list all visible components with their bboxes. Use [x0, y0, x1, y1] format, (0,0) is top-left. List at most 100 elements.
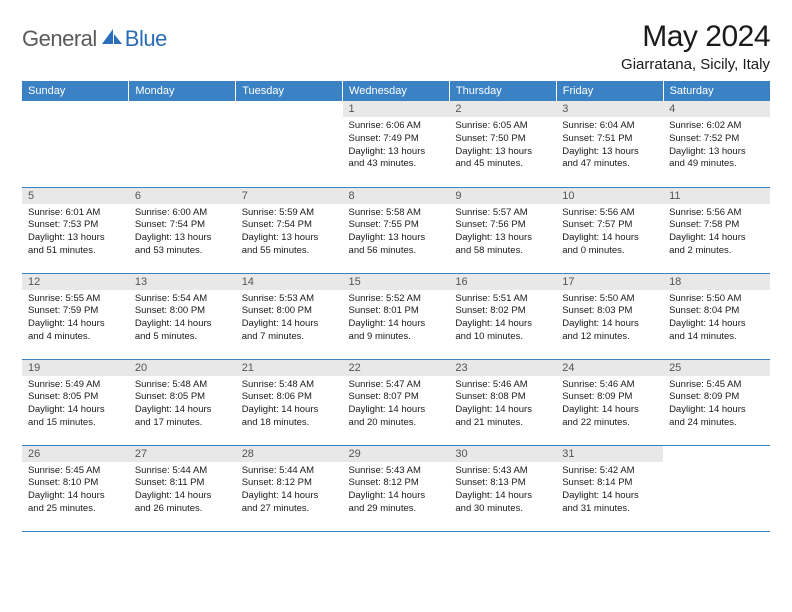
day-data: Sunrise: 5:56 AMSunset: 7:58 PMDaylight:… — [663, 204, 770, 262]
calendar-cell: 31Sunrise: 5:42 AMSunset: 8:14 PMDayligh… — [556, 445, 663, 531]
calendar-cell: 25Sunrise: 5:45 AMSunset: 8:09 PMDayligh… — [663, 359, 770, 445]
day-number: 30 — [449, 446, 556, 462]
day-number: 16 — [449, 274, 556, 290]
calendar-row: 26Sunrise: 5:45 AMSunset: 8:10 PMDayligh… — [22, 445, 770, 531]
day-data: Sunrise: 5:47 AMSunset: 8:07 PMDaylight:… — [343, 376, 450, 434]
weekday-header: Saturday — [663, 81, 770, 101]
calendar-cell: . — [663, 445, 770, 531]
day-data: Sunrise: 5:59 AMSunset: 7:54 PMDaylight:… — [236, 204, 343, 262]
weekday-header: Tuesday — [236, 81, 343, 101]
day-data: Sunrise: 5:45 AMSunset: 8:09 PMDaylight:… — [663, 376, 770, 434]
day-data: Sunrise: 5:46 AMSunset: 8:08 PMDaylight:… — [449, 376, 556, 434]
day-number: 1 — [343, 101, 450, 117]
calendar-cell: 7Sunrise: 5:59 AMSunset: 7:54 PMDaylight… — [236, 187, 343, 273]
calendar-cell: 8Sunrise: 5:58 AMSunset: 7:55 PMDaylight… — [343, 187, 450, 273]
day-number: 17 — [556, 274, 663, 290]
day-data: Sunrise: 5:55 AMSunset: 7:59 PMDaylight:… — [22, 290, 129, 348]
calendar-cell: 24Sunrise: 5:46 AMSunset: 8:09 PMDayligh… — [556, 359, 663, 445]
calendar-cell: 9Sunrise: 5:57 AMSunset: 7:56 PMDaylight… — [449, 187, 556, 273]
calendar-cell: 27Sunrise: 5:44 AMSunset: 8:11 PMDayligh… — [129, 445, 236, 531]
weekday-header: Sunday — [22, 81, 129, 101]
day-data: Sunrise: 5:58 AMSunset: 7:55 PMDaylight:… — [343, 204, 450, 262]
day-number: 10 — [556, 188, 663, 204]
weekday-header: Thursday — [449, 81, 556, 101]
logo-text-blue: Blue — [125, 26, 167, 52]
day-number: 31 — [556, 446, 663, 462]
day-data: Sunrise: 6:04 AMSunset: 7:51 PMDaylight:… — [556, 117, 663, 175]
day-number: 11 — [663, 188, 770, 204]
day-data: Sunrise: 5:50 AMSunset: 8:04 PMDaylight:… — [663, 290, 770, 348]
calendar-cell: 2Sunrise: 6:05 AMSunset: 7:50 PMDaylight… — [449, 101, 556, 187]
day-data: Sunrise: 6:01 AMSunset: 7:53 PMDaylight:… — [22, 204, 129, 262]
sail-icon — [101, 28, 123, 51]
calendar-page: General Blue May 2024 Giarratana, Sicily… — [0, 0, 792, 552]
logo: General Blue — [22, 26, 167, 52]
calendar-cell: 23Sunrise: 5:46 AMSunset: 8:08 PMDayligh… — [449, 359, 556, 445]
calendar-cell: 28Sunrise: 5:44 AMSunset: 8:12 PMDayligh… — [236, 445, 343, 531]
calendar-cell: 11Sunrise: 5:56 AMSunset: 7:58 PMDayligh… — [663, 187, 770, 273]
weekday-header-row: Sunday Monday Tuesday Wednesday Thursday… — [22, 81, 770, 101]
calendar-cell: 29Sunrise: 5:43 AMSunset: 8:12 PMDayligh… — [343, 445, 450, 531]
day-data: Sunrise: 6:02 AMSunset: 7:52 PMDaylight:… — [663, 117, 770, 175]
calendar-row: 5Sunrise: 6:01 AMSunset: 7:53 PMDaylight… — [22, 187, 770, 273]
day-number: 18 — [663, 274, 770, 290]
calendar-cell: 30Sunrise: 5:43 AMSunset: 8:13 PMDayligh… — [449, 445, 556, 531]
calendar-cell: 26Sunrise: 5:45 AMSunset: 8:10 PMDayligh… — [22, 445, 129, 531]
calendar-row: ...1Sunrise: 6:06 AMSunset: 7:49 PMDayli… — [22, 101, 770, 187]
day-data: Sunrise: 5:44 AMSunset: 8:12 PMDaylight:… — [236, 462, 343, 520]
day-number: 23 — [449, 360, 556, 376]
day-data: Sunrise: 6:05 AMSunset: 7:50 PMDaylight:… — [449, 117, 556, 175]
calendar-cell: 5Sunrise: 6:01 AMSunset: 7:53 PMDaylight… — [22, 187, 129, 273]
day-number: 6 — [129, 188, 236, 204]
day-number: 28 — [236, 446, 343, 462]
logo-text-general: General — [22, 26, 97, 52]
day-data: Sunrise: 6:00 AMSunset: 7:54 PMDaylight:… — [129, 204, 236, 262]
title-block: May 2024 Giarratana, Sicily, Italy — [621, 20, 770, 73]
calendar-cell: 10Sunrise: 5:56 AMSunset: 7:57 PMDayligh… — [556, 187, 663, 273]
calendar-cell: 20Sunrise: 5:48 AMSunset: 8:05 PMDayligh… — [129, 359, 236, 445]
calendar-cell: . — [236, 101, 343, 187]
day-number: 26 — [22, 446, 129, 462]
day-data: Sunrise: 5:49 AMSunset: 8:05 PMDaylight:… — [22, 376, 129, 434]
calendar-cell: 15Sunrise: 5:52 AMSunset: 8:01 PMDayligh… — [343, 273, 450, 359]
day-data: Sunrise: 6:06 AMSunset: 7:49 PMDaylight:… — [343, 117, 450, 175]
day-data: Sunrise: 5:48 AMSunset: 8:05 PMDaylight:… — [129, 376, 236, 434]
calendar-row: 19Sunrise: 5:49 AMSunset: 8:05 PMDayligh… — [22, 359, 770, 445]
day-data: Sunrise: 5:44 AMSunset: 8:11 PMDaylight:… — [129, 462, 236, 520]
calendar-cell: 22Sunrise: 5:47 AMSunset: 8:07 PMDayligh… — [343, 359, 450, 445]
calendar-cell: 12Sunrise: 5:55 AMSunset: 7:59 PMDayligh… — [22, 273, 129, 359]
calendar-cell: . — [22, 101, 129, 187]
header: General Blue May 2024 Giarratana, Sicily… — [22, 20, 770, 73]
day-data: Sunrise: 5:53 AMSunset: 8:00 PMDaylight:… — [236, 290, 343, 348]
day-number: 15 — [343, 274, 450, 290]
day-number: 20 — [129, 360, 236, 376]
day-number: 24 — [556, 360, 663, 376]
day-number: 25 — [663, 360, 770, 376]
day-number: 13 — [129, 274, 236, 290]
weekday-header: Monday — [129, 81, 236, 101]
day-number: 29 — [343, 446, 450, 462]
calendar-cell: 1Sunrise: 6:06 AMSunset: 7:49 PMDaylight… — [343, 101, 450, 187]
calendar-cell: 21Sunrise: 5:48 AMSunset: 8:06 PMDayligh… — [236, 359, 343, 445]
calendar-cell: 17Sunrise: 5:50 AMSunset: 8:03 PMDayligh… — [556, 273, 663, 359]
day-number: 14 — [236, 274, 343, 290]
calendar-grid: Sunday Monday Tuesday Wednesday Thursday… — [22, 81, 770, 532]
day-number: 3 — [556, 101, 663, 117]
location: Giarratana, Sicily, Italy — [621, 56, 770, 73]
day-number: 21 — [236, 360, 343, 376]
day-number: 9 — [449, 188, 556, 204]
day-data: Sunrise: 5:43 AMSunset: 8:13 PMDaylight:… — [449, 462, 556, 520]
day-number: 8 — [343, 188, 450, 204]
day-number: 19 — [22, 360, 129, 376]
day-data: Sunrise: 5:43 AMSunset: 8:12 PMDaylight:… — [343, 462, 450, 520]
day-data: Sunrise: 5:54 AMSunset: 8:00 PMDaylight:… — [129, 290, 236, 348]
day-data: Sunrise: 5:57 AMSunset: 7:56 PMDaylight:… — [449, 204, 556, 262]
day-data: Sunrise: 5:45 AMSunset: 8:10 PMDaylight:… — [22, 462, 129, 520]
day-number: 12 — [22, 274, 129, 290]
day-data: Sunrise: 5:42 AMSunset: 8:14 PMDaylight:… — [556, 462, 663, 520]
day-number: 7 — [236, 188, 343, 204]
calendar-cell: 18Sunrise: 5:50 AMSunset: 8:04 PMDayligh… — [663, 273, 770, 359]
day-data: Sunrise: 5:46 AMSunset: 8:09 PMDaylight:… — [556, 376, 663, 434]
day-number: 4 — [663, 101, 770, 117]
day-data: Sunrise: 5:52 AMSunset: 8:01 PMDaylight:… — [343, 290, 450, 348]
